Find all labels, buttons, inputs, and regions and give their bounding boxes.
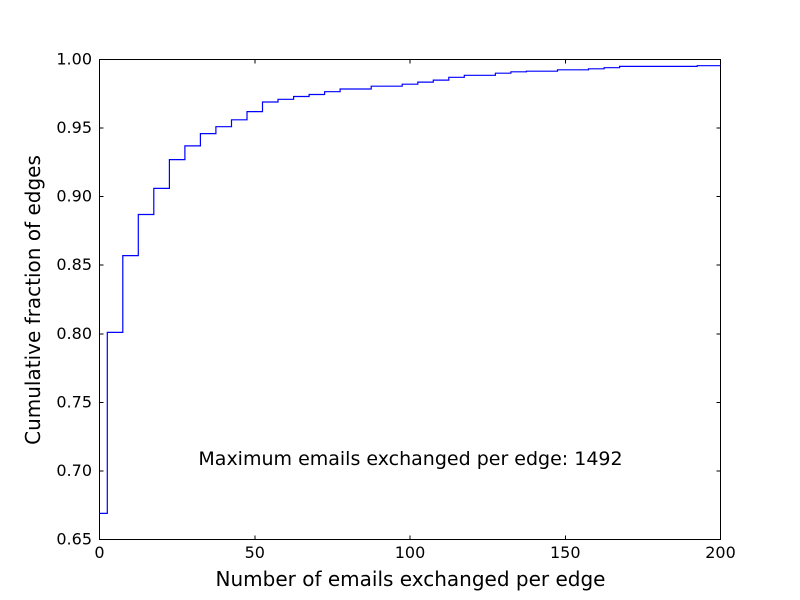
y-axis-label: Cumulative fraction of edges	[21, 155, 45, 445]
x-tick-label: 0	[94, 543, 104, 562]
y-tick-label: 0.70	[56, 461, 92, 480]
annotation-text: Maximum emails exchanged per edge: 1492	[198, 448, 623, 470]
y-tick-label: 1.00	[56, 50, 92, 69]
x-tick-label: 150	[550, 543, 581, 562]
y-tick-label: 0.80	[56, 324, 92, 343]
y-tick-label: 0.75	[56, 392, 92, 411]
x-tick-label: 100	[395, 543, 426, 562]
x-tick-label: 200	[705, 543, 736, 562]
x-axis-label: Number of emails exchanged per edge	[215, 567, 606, 591]
y-tick-label: 0.85	[56, 255, 92, 274]
y-tick-label: 0.95	[56, 118, 92, 137]
y-tick-label: 0.90	[56, 187, 92, 206]
y-tick-label: 0.65	[56, 530, 92, 549]
x-tick-label: 50	[245, 543, 265, 562]
cdf-step-line	[99, 65, 721, 514]
